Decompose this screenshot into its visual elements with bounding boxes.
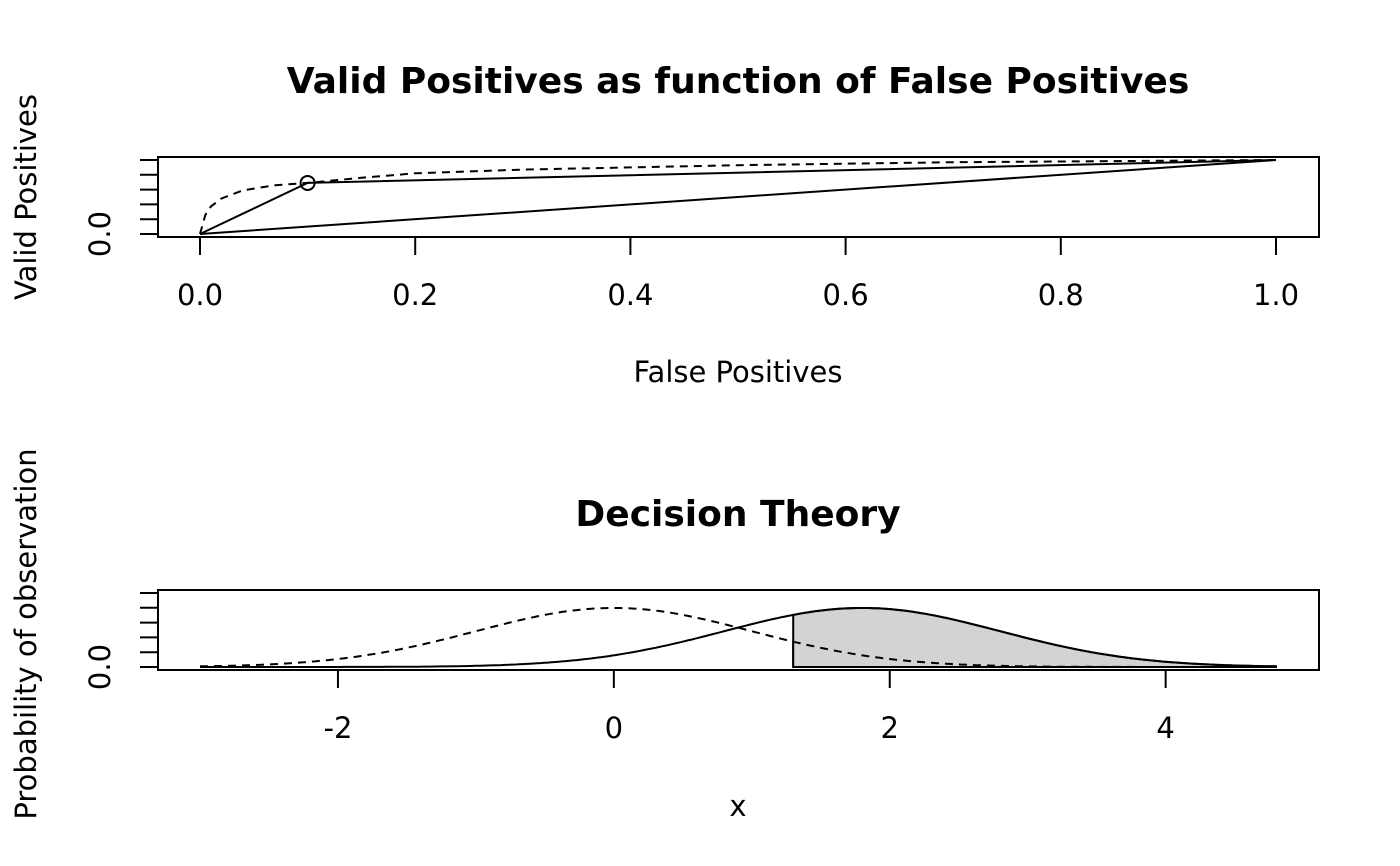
decision-y-axis-label: Probability of observation [9, 448, 43, 819]
roc-x-tick-label: 0.2 [392, 278, 438, 312]
roc-panel: Valid Positives as function of False Pos… [9, 61, 1320, 389]
decision-shaded-hits [792, 607, 1277, 668]
decision-panel: Decision Theory -2 0 2 4 0.0 x Probability … [9, 448, 1320, 823]
roc-y-axis-label: Valid Positives [9, 94, 43, 300]
roc-series-line [199, 159, 1277, 235]
decision-y-ticks [140, 592, 158, 668]
roc-criterion-point [299, 174, 316, 191]
roc-title: Valid Positives as function of False Pos… [287, 61, 1190, 102]
roc-x-tick-label: 0.6 [823, 278, 869, 312]
decision-y-tick-label-0: 0.0 [83, 644, 117, 690]
decision-x-tick-label: 0 [605, 711, 623, 745]
roc-y-tick-label-0: 0.0 [83, 211, 117, 257]
roc-x-tick-label: 0.0 [177, 278, 223, 312]
roc-x-tick-label: 0.8 [1038, 278, 1084, 312]
decision-signal-distribution [200, 607, 1276, 668]
decision-shaded-regions [792, 607, 1277, 668]
decision-x-ticks: -2 0 2 4 [323, 670, 1175, 745]
decision-plot-frame [157, 589, 1320, 671]
decision-title: Decision Theory [575, 494, 900, 535]
decision-x-tick-label: 4 [1156, 711, 1174, 745]
decision-x-tick-label: 2 [881, 711, 899, 745]
roc-y-ticks [140, 159, 158, 235]
roc-x-tick-label: 1.0 [1253, 278, 1299, 312]
roc-x-tick-label: 0.4 [607, 278, 653, 312]
decision-x-axis-label: x [729, 789, 746, 823]
roc-x-axis-label: False Positives [634, 355, 843, 389]
decision-series-group [200, 607, 1276, 668]
decision-x-tick-label: -2 [323, 711, 352, 745]
roc-series-line [199, 159, 1277, 235]
roc-x-ticks: 0.0 0.2 0.4 0.6 0.8 1.0 [177, 237, 1299, 312]
roc-series-group [199, 159, 1277, 235]
